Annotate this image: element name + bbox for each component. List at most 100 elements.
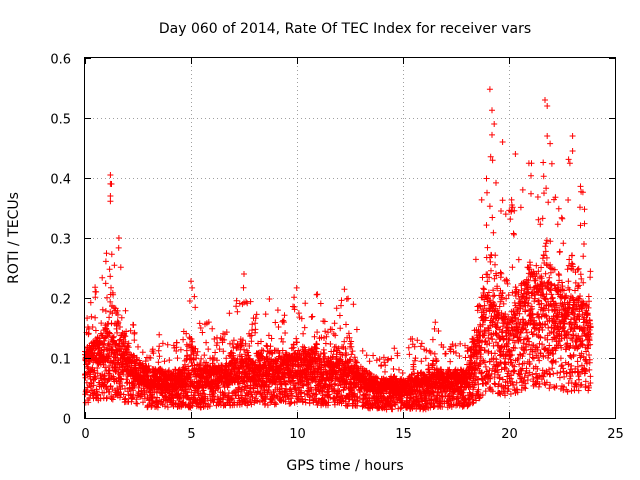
- data-point: [332, 332, 339, 339]
- data-point: [216, 346, 223, 353]
- data-point: [220, 348, 227, 355]
- data-point: [114, 329, 121, 336]
- data-point: [472, 256, 479, 263]
- data-point: [110, 357, 117, 364]
- data-point: [205, 346, 212, 353]
- data-point: [226, 310, 233, 317]
- data-point: [108, 251, 115, 258]
- data-point: [422, 355, 429, 362]
- data-point: [145, 362, 152, 369]
- data-point: [119, 361, 126, 368]
- data-points: [82, 86, 594, 413]
- data-point: [201, 352, 208, 359]
- data-point: [104, 394, 110, 401]
- data-point: [130, 352, 137, 359]
- data-point: [382, 368, 388, 375]
- data-point: [150, 399, 157, 406]
- data-point: [348, 351, 355, 358]
- data-point: [164, 341, 171, 348]
- data-point: [262, 311, 269, 318]
- data-point: [331, 320, 338, 327]
- data-point: [139, 349, 146, 356]
- data-point: [432, 319, 439, 326]
- data-point: [122, 307, 129, 314]
- data-point: [209, 325, 216, 332]
- data-point: [498, 208, 504, 214]
- data-point: [133, 396, 140, 403]
- data-point: [120, 391, 127, 398]
- data-point: [462, 354, 469, 361]
- data-point: [131, 383, 138, 390]
- data-point: [225, 367, 232, 374]
- data-point: [484, 189, 490, 196]
- data-point: [89, 324, 96, 330]
- data-point: [102, 364, 109, 371]
- data-point: [100, 340, 107, 347]
- data-point: [484, 244, 491, 251]
- data-point: [337, 325, 344, 332]
- data-point: [493, 179, 499, 186]
- data-point: [233, 303, 240, 310]
- data-point: [341, 338, 348, 345]
- data-point: [252, 326, 259, 333]
- data-point: [119, 382, 126, 389]
- data-point: [91, 367, 98, 374]
- data-point: [431, 350, 438, 357]
- data-point: [263, 342, 270, 349]
- data-point: [102, 308, 109, 314]
- data-point: [90, 382, 97, 389]
- data-point: [366, 358, 373, 365]
- data-point: [108, 358, 114, 365]
- data-point: [112, 341, 119, 348]
- data-point: [515, 256, 522, 263]
- data-point: [107, 273, 114, 280]
- data-point: [180, 336, 187, 343]
- data-point: [150, 350, 157, 357]
- data-point: [130, 391, 137, 398]
- data-point: [348, 343, 355, 350]
- data-point: [363, 352, 370, 359]
- data-point: [189, 284, 196, 291]
- data-point: [99, 274, 106, 281]
- data-point: [88, 313, 95, 320]
- data-point: [92, 327, 99, 334]
- data-point: [338, 297, 345, 304]
- data-point: [194, 348, 201, 355]
- data-point: [391, 345, 398, 352]
- data-point: [272, 319, 279, 326]
- data-point: [489, 336, 496, 343]
- data-point: [173, 339, 180, 346]
- data-point: [488, 267, 494, 274]
- data-point: [345, 295, 352, 302]
- data-point: [280, 317, 287, 324]
- data-point: [483, 175, 490, 182]
- data-point: [414, 337, 421, 344]
- data-point: [92, 294, 99, 301]
- data-point: [166, 367, 172, 374]
- data-point: [282, 330, 289, 336]
- data-point: [196, 320, 203, 327]
- data-point: [162, 403, 168, 410]
- data-point: [249, 321, 256, 328]
- data-point: [110, 333, 117, 340]
- data-point: [102, 280, 109, 287]
- data-point: [199, 373, 206, 380]
- data-point: [185, 363, 192, 370]
- data-point: [198, 355, 205, 362]
- data-point: [189, 338, 196, 345]
- data-point: [101, 337, 108, 344]
- data-point: [492, 252, 499, 259]
- data-point: [240, 284, 247, 291]
- data-point: [212, 349, 219, 356]
- data-point: [406, 351, 413, 358]
- data-point: [359, 347, 366, 354]
- data-point: [479, 274, 486, 281]
- data-point: [274, 307, 281, 314]
- data-point: [135, 343, 141, 350]
- data-point: [131, 382, 137, 389]
- data-point: [373, 357, 380, 364]
- data-point: [111, 262, 118, 269]
- data-point: [266, 296, 273, 302]
- data-point: [429, 336, 436, 343]
- data-point: [418, 358, 425, 365]
